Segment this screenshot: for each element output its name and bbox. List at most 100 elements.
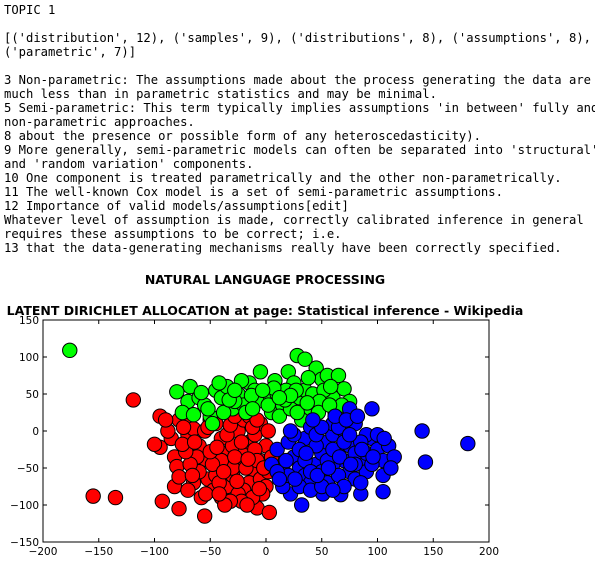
scatter-point: [297, 351, 313, 367]
scatter-point: [198, 486, 214, 502]
topic-label: TOPIC 1: [4, 3, 56, 17]
y-tick-label: 50: [26, 389, 39, 401]
sentence-line: 9 More generally, semi-parametric models…: [4, 143, 595, 157]
x-tick-label: −200: [29, 546, 58, 558]
scatter-point: [365, 449, 381, 465]
sentence-line: Whatever level of assumption is made, co…: [4, 213, 584, 227]
scatter-point: [349, 408, 366, 424]
scatter-point: [215, 464, 232, 480]
scatter-point: [227, 382, 243, 399]
scatter-point: [125, 392, 142, 408]
scatter-point: [154, 493, 171, 510]
x-tick-label: −150: [84, 546, 113, 558]
scatter-point: [193, 384, 210, 401]
scatter-point: [364, 401, 380, 417]
scatter-point: [298, 445, 314, 461]
scatter-point: [209, 439, 225, 455]
scatter-point: [289, 404, 305, 421]
scatter-point: [261, 504, 278, 521]
scatter-point: [240, 451, 256, 467]
topic-word-list: [('distribution', 12), ('samples', 9), (…: [4, 31, 591, 59]
y-tick-label: 100: [19, 352, 39, 364]
scatter-point: [239, 497, 255, 513]
scatter-point: [260, 397, 276, 413]
sentence-line: much less than in parametric statistics …: [4, 87, 437, 101]
x-tick-label: 0: [263, 546, 270, 558]
scatter-point: [200, 401, 216, 417]
scatter-point: [260, 423, 276, 439]
scatter-point: [330, 367, 347, 384]
scatter-point: [62, 342, 78, 359]
scatter-point: [244, 401, 261, 417]
sentence-line: 11 The well-known Cox model is a set of …: [4, 185, 503, 199]
nlp-heading: NATURAL LANGUAGE PROCESSING: [144, 272, 386, 287]
sentence-line: 10 One component is treated parametrical…: [4, 171, 562, 185]
scatter-point: [331, 449, 348, 465]
scatter-point: [254, 382, 271, 399]
scatter-point: [417, 454, 434, 470]
scatter-point: [375, 483, 391, 500]
sentence-line: 13 that the data-generating mechanisms r…: [4, 241, 562, 255]
scatter-point: [293, 497, 310, 513]
x-tick-label: −100: [140, 546, 169, 558]
x-tick-label: −50: [199, 546, 221, 558]
y-tick-label: −100: [10, 500, 39, 512]
scatter-point: [252, 364, 269, 380]
scatter-point: [204, 415, 221, 432]
scatter-point: [85, 488, 101, 504]
scatter-point: [383, 460, 399, 476]
lda-scatter-chart: −200 −150 −100 −50 0 50 100 150 200−150−100−5005…: [10, 315, 499, 558]
scatter-point: [175, 419, 192, 436]
chart-title: LATENT DIRICHLET ALLOCATION at page: Sta…: [6, 303, 524, 318]
x-tick-label: 200: [479, 546, 499, 558]
sentence-line: requires these assumptions to be correct…: [4, 227, 342, 241]
word-list-line: ('parametric', 7)]: [4, 45, 137, 59]
y-tick-label: 150: [19, 315, 39, 327]
scatter-point: [322, 378, 339, 395]
y-tick-label: −150: [10, 537, 39, 549]
scatter-point: [229, 473, 245, 490]
scatter-point: [171, 501, 187, 517]
sentence-line: and 'random variation' components.: [4, 157, 254, 171]
sentence-line: 5 Semi-parametric: This term typically i…: [4, 101, 595, 115]
scatter-point: [325, 482, 341, 498]
scatter-point: [341, 427, 358, 443]
sentence-line: 3 Non-parametric: The assumptions made a…: [4, 73, 591, 87]
sentence-line: 8 about the presence or possible form of…: [4, 129, 481, 143]
y-tick-label: 0: [32, 426, 39, 438]
scatter-point: [184, 467, 201, 484]
scatter-point: [185, 407, 202, 423]
scatter-point: [211, 375, 227, 391]
scatter-point: [309, 467, 325, 484]
scatter-point: [215, 404, 232, 421]
scatter-point: [282, 423, 299, 439]
x-tick-label: 100: [367, 546, 387, 558]
scatter-point: [107, 489, 124, 506]
scatter-point: [414, 423, 430, 439]
scatter-point: [460, 435, 476, 452]
scatter-point: [271, 408, 288, 424]
scatter-point: [180, 482, 196, 498]
x-tick-label: 50: [315, 546, 328, 558]
scatter-point: [251, 481, 268, 497]
scatter-point: [146, 436, 163, 453]
scatter-point: [354, 441, 370, 458]
scatter-point: [300, 370, 317, 386]
scatter-point: [233, 434, 250, 450]
scatter-point: [305, 412, 321, 428]
sentence-line: non-parametric approaches.: [4, 115, 195, 129]
x-tick-label: 150: [423, 546, 443, 558]
scatter-point: [211, 486, 227, 502]
scatter-point: [227, 449, 243, 465]
sentence-line: 12 Importance of valid models/assumption…: [4, 199, 349, 213]
scatter-point: [271, 471, 288, 487]
y-tick-label: −50: [17, 463, 39, 475]
scatter-point: [171, 469, 187, 485]
scatter-point: [196, 508, 213, 524]
word-list-line: [('distribution', 12), ('samples', 9), (…: [4, 31, 591, 45]
scatter-point: [278, 452, 294, 469]
scatter-point: [320, 460, 337, 476]
scatter-point: [271, 390, 288, 406]
topic-sentences: 3 Non-parametric: The assumptions made a…: [4, 73, 595, 255]
scatter-point: [376, 430, 392, 447]
